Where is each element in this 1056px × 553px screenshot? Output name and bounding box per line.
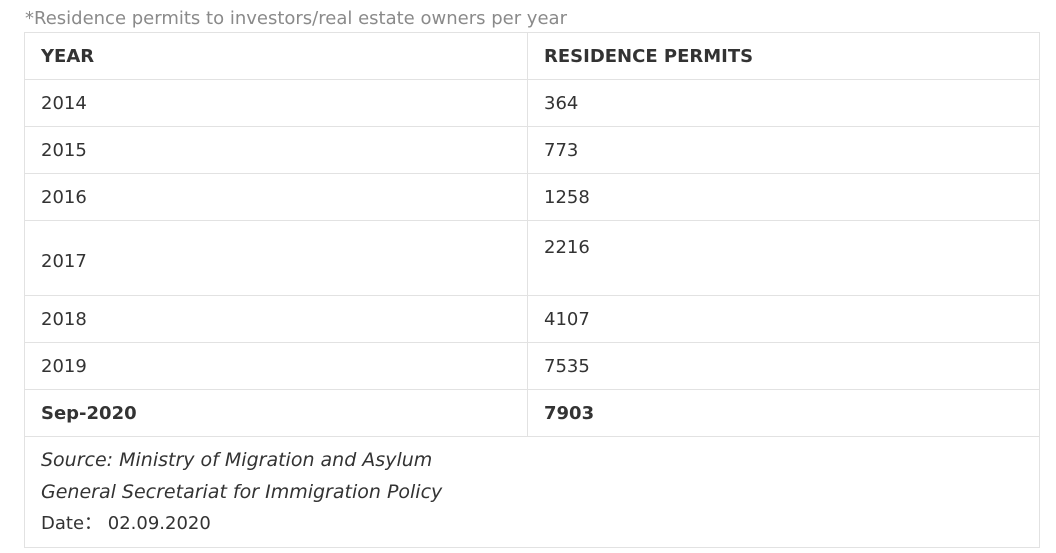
source-cell: Source: Ministry of Migration and Asylum… [24, 436, 1040, 548]
table-row: 2015 773 [24, 126, 1040, 174]
cell-permits: 4107 [527, 295, 1040, 343]
cell-permits: 2216 [527, 220, 1040, 296]
cell-year: Sep-2020 [24, 389, 528, 437]
cell-year: 2014 [24, 79, 528, 127]
source-line-secretariat: General Secretariat for Immigration Poli… [41, 481, 443, 503]
residence-permits-table: YEAR RESIDENCE PERMITS 2014 364 2015 773… [24, 32, 1040, 548]
cell-permits: 1258 [527, 173, 1040, 221]
table-row-highlight: Sep-2020 7903 [24, 389, 1040, 437]
cell-permits: 7535 [527, 342, 1040, 390]
cell-year: 2019 [24, 342, 528, 390]
source-row: Source: Ministry of Migration and Asylum… [24, 436, 1040, 548]
table-row: 2019 7535 [24, 342, 1040, 390]
table-row: 2016 1258 [24, 173, 1040, 221]
date-line: Date： 02.09.2020 [41, 513, 211, 534]
table-header-row: YEAR RESIDENCE PERMITS [24, 32, 1040, 80]
table-row: 2014 364 [24, 79, 1040, 127]
table-caption: *Residence permits to investors/real est… [25, 8, 567, 29]
cell-year: 2018 [24, 295, 528, 343]
cell-permits: 7903 [527, 389, 1040, 437]
cell-permits: 773 [527, 126, 1040, 174]
cell-year: 2015 [24, 126, 528, 174]
table-row: 2017 2216 [24, 220, 1040, 296]
cell-year: 2017 [24, 220, 528, 296]
cell-year: 2016 [24, 173, 528, 221]
source-line-ministry: Source: Ministry of Migration and Asylum [41, 449, 433, 471]
table-row: 2018 4107 [24, 295, 1040, 343]
cell-permits: 364 [527, 79, 1040, 127]
header-residence-permits: RESIDENCE PERMITS [527, 32, 1040, 80]
header-year: YEAR [24, 32, 528, 80]
